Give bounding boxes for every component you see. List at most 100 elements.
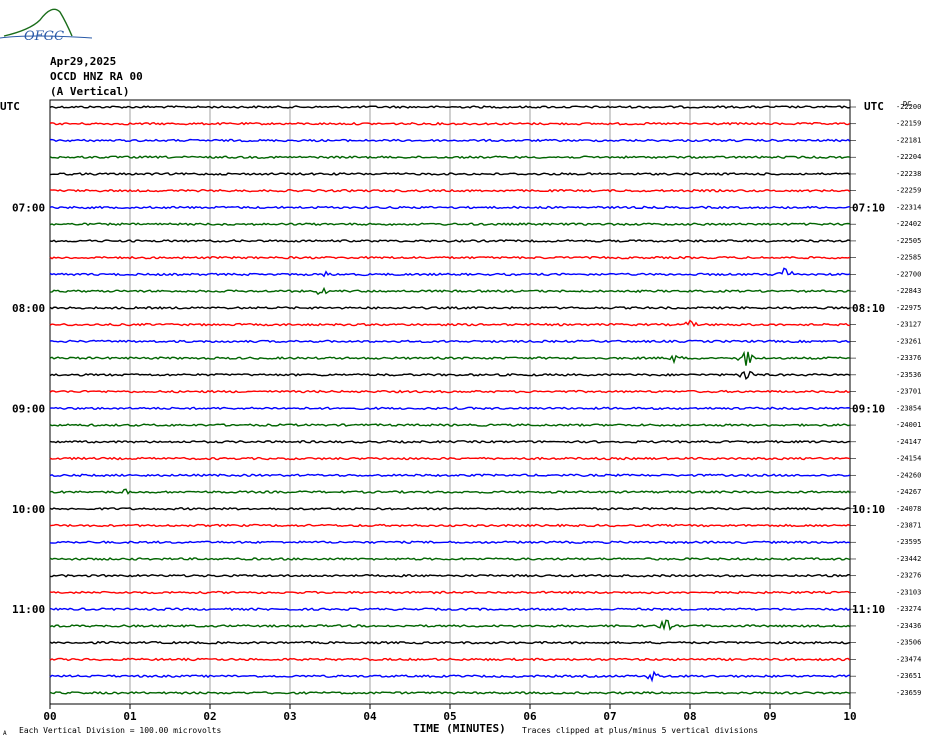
- right-time-label: 08:10: [852, 302, 885, 315]
- seismic-trace: [49, 557, 851, 561]
- dc-offset-label: -23127: [896, 321, 921, 329]
- dc-offset-label: -22204: [896, 153, 921, 161]
- seismic-trace: [49, 670, 851, 683]
- dc-header-label: DC: [903, 100, 911, 108]
- seismic-trace: [49, 172, 851, 176]
- dc-offset-label: -23854: [896, 404, 921, 412]
- left-time-label: 07:00: [12, 201, 45, 214]
- dc-offset-label: -22181: [896, 136, 921, 144]
- seismic-trace: [49, 691, 851, 695]
- dc-offset-label: -22314: [896, 203, 921, 211]
- seismic-trace: [49, 319, 851, 328]
- plot-date: Apr29,2025: [50, 55, 117, 68]
- seismic-trace: [49, 607, 851, 612]
- dc-offset-label: -23376: [896, 354, 921, 362]
- dc-offset-label: -23701: [896, 388, 921, 396]
- seismic-trace: [49, 350, 851, 366]
- dc-offset-labels: -22200 -22159 -22181 -22204 -22238 -22259 -223…: [850, 103, 921, 697]
- clip-note: Traces clipped at plus/minus 5 vertical …: [522, 726, 758, 735]
- dc-offset-label: -22975: [896, 304, 921, 312]
- x-tick-labels: 00 01 02 03 04 05 06 07 08 09 10: [43, 704, 857, 723]
- left-time-label: 10:00: [12, 503, 45, 516]
- seismic-trace: [49, 488, 851, 495]
- dc-offset-label: -23595: [896, 538, 921, 546]
- footer-mark: A: [3, 730, 7, 737]
- x-tick-label: 00: [43, 710, 56, 723]
- dc-offset-label: -24078: [896, 505, 921, 513]
- seismic-trace: [49, 339, 851, 344]
- dc-offset-label: -23659: [896, 689, 921, 697]
- ofgc-logo: OFGC: [0, 8, 93, 44]
- seismic-trace: [49, 540, 851, 545]
- seismic-trace: [49, 121, 851, 126]
- right-time-labels: 07:10 08:10 09:10 10:10 11:10: [852, 201, 885, 616]
- right-timezone-label: UTC: [864, 100, 884, 113]
- left-time-label: 11:00: [12, 603, 45, 616]
- dc-offset-label: -23442: [896, 555, 921, 563]
- dc-offset-label: -23536: [896, 371, 921, 379]
- x-tick-label: 02: [203, 710, 216, 723]
- seismic-trace: [49, 506, 851, 511]
- seismic-trace: [49, 473, 851, 478]
- seismic-trace: [49, 105, 851, 109]
- component-label: (A Vertical): [50, 85, 130, 98]
- left-timezone-label: UTC: [0, 100, 20, 113]
- left-time-label: 08:00: [12, 302, 45, 315]
- seismic-traces: [49, 105, 851, 695]
- dc-offset-label: -22159: [896, 120, 921, 128]
- dc-offset-label: -23276: [896, 572, 921, 580]
- logo-text: OFGC: [24, 29, 64, 44]
- dc-offset-label: -23871: [896, 522, 921, 530]
- dc-offset-label: -22585: [896, 254, 921, 262]
- dc-offset-label: -23274: [896, 605, 921, 613]
- seismic-trace: [49, 155, 851, 160]
- x-tick-label: 06: [523, 710, 537, 723]
- seismic-trace: [49, 255, 851, 260]
- dc-offset-label: -22259: [896, 187, 921, 195]
- x-tick-label: 09: [763, 710, 776, 723]
- seismic-trace: [49, 406, 851, 411]
- scale-note: Each Vertical Division = 100.00 microvol…: [19, 726, 221, 735]
- x-tick-label: 10: [843, 710, 856, 723]
- seismic-trace: [49, 640, 851, 645]
- seismic-trace: [49, 222, 851, 227]
- seismic-trace: [49, 657, 851, 662]
- dc-offset-label: -23103: [896, 588, 921, 596]
- x-tick-label: 03: [283, 710, 296, 723]
- dc-offset-label: -23651: [896, 672, 921, 680]
- seismic-trace: [49, 423, 851, 427]
- x-tick-label: 05: [443, 710, 456, 723]
- minute-gridlines: [129, 100, 771, 704]
- right-time-label: 09:10: [852, 402, 885, 415]
- x-tick-label: 08: [683, 710, 696, 723]
- seismic-trace: [49, 286, 851, 296]
- seismic-trace: [49, 188, 851, 193]
- seismic-trace: [49, 205, 851, 210]
- dc-offset-label: -23261: [896, 337, 921, 345]
- dc-offset-label: -22200: [896, 103, 921, 111]
- right-time-label: 07:10: [852, 201, 885, 214]
- dc-offset-label: -24001: [896, 421, 921, 429]
- dc-offset-label: -22402: [896, 220, 921, 228]
- x-tick-label: 07: [603, 710, 616, 723]
- dc-offset-label: -22843: [896, 287, 921, 295]
- seismic-trace: [49, 389, 851, 394]
- seismic-trace: [49, 619, 851, 631]
- dc-offset-label: -24260: [896, 471, 921, 479]
- left-time-label: 09:00: [12, 402, 45, 415]
- right-time-label: 10:10: [852, 503, 885, 516]
- seismic-trace: [49, 305, 851, 310]
- seismic-trace: [49, 267, 851, 278]
- seismic-trace: [49, 573, 851, 578]
- dc-offset-label: -23506: [896, 639, 921, 647]
- seismic-trace: [49, 590, 851, 595]
- dc-offset-label: -22700: [896, 270, 921, 278]
- left-time-labels: 07:00 08:00 09:00 10:00 11:00: [12, 201, 45, 616]
- seismic-trace: [49, 239, 851, 243]
- seismic-trace: [49, 370, 851, 381]
- x-axis-label: TIME (MINUTES): [413, 722, 506, 735]
- seismic-trace: [49, 456, 851, 461]
- x-tick-label: 04: [363, 710, 377, 723]
- dc-offset-label: -22505: [896, 237, 921, 245]
- dc-offset-label: -24154: [896, 455, 921, 463]
